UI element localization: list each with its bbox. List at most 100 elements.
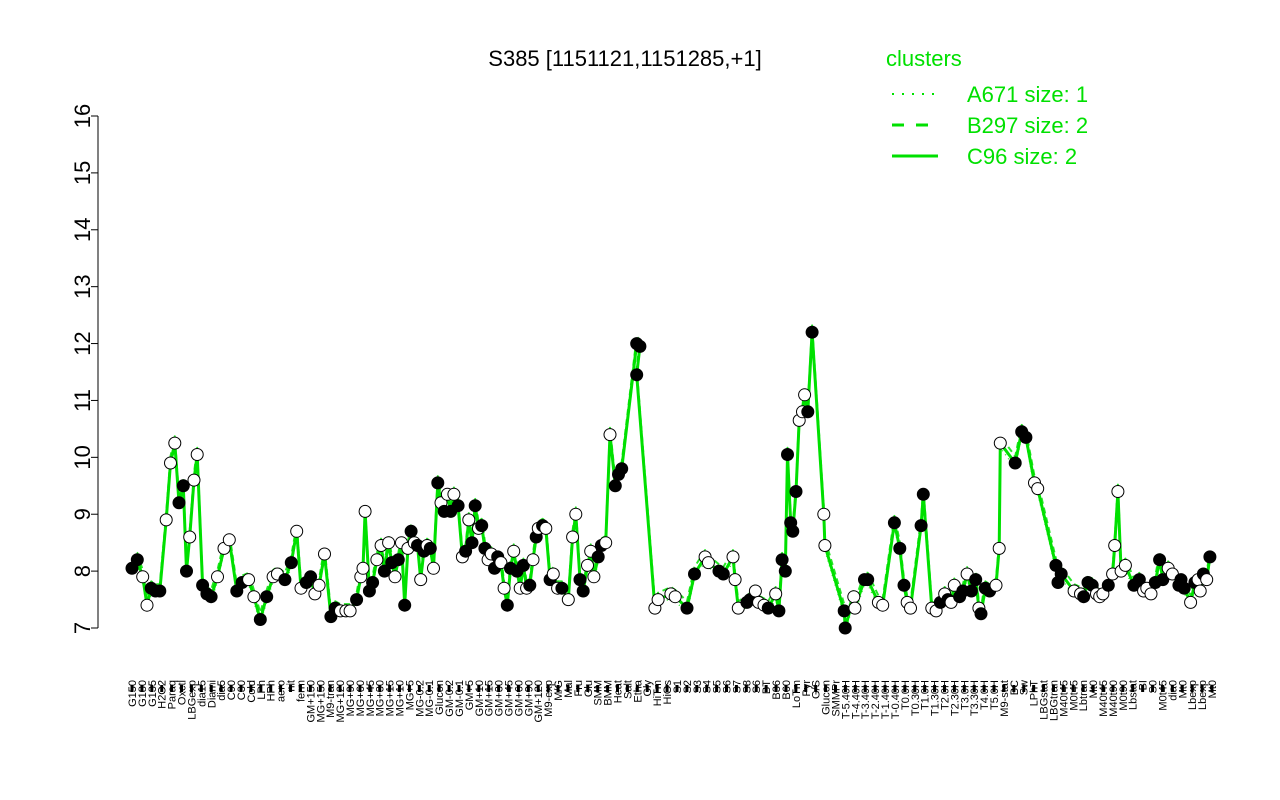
x-tick-mark — [1042, 685, 1046, 692]
x-tick-label: GM+90 — [523, 680, 535, 716]
data-point — [1054, 567, 1068, 581]
data-point — [278, 573, 292, 587]
x-axis: G150G180G135H2O2ParaqOxctlLBGexpdia15Dia… — [127, 679, 1219, 722]
data-point — [993, 436, 1007, 450]
data-point — [798, 388, 812, 402]
x-tick-label: S6 — [721, 680, 733, 693]
data-point — [465, 536, 479, 550]
x-tick-label: GM+60 — [513, 680, 525, 716]
data-point — [769, 587, 783, 601]
x-tick-mark — [1091, 685, 1095, 692]
x-tick-label: LPh — [256, 680, 268, 700]
data-point — [633, 339, 647, 353]
data-point — [897, 578, 911, 592]
legend: clusters A671 size: 1 B297 size: 2 C96 s… — [886, 46, 1088, 169]
data-point — [370, 553, 384, 567]
data-point — [539, 521, 553, 535]
x-tick-label: S2 — [682, 680, 694, 693]
x-tick-mark — [764, 685, 768, 692]
data-point — [260, 590, 274, 604]
x-tick-mark — [180, 685, 184, 692]
x-tick-mark — [189, 685, 193, 692]
data-point — [343, 604, 357, 618]
data-point — [136, 570, 150, 584]
data-point — [180, 564, 193, 578]
data-point — [398, 598, 412, 612]
x-tick-label: T2.0H — [939, 680, 951, 710]
x-tick-mark — [705, 685, 709, 692]
x-tick-label: Mt0 — [1177, 680, 1189, 698]
data-point — [431, 476, 445, 490]
x-tick-mark — [1061, 685, 1065, 692]
data-point — [391, 553, 405, 567]
x-tick-label: Lbstat — [1128, 680, 1140, 710]
x-tick-mark — [804, 685, 808, 692]
data-point — [153, 584, 167, 598]
x-tick-label: Etha — [632, 679, 644, 703]
x-tick-label: M40t45 — [1098, 680, 1110, 717]
x-tick-mark — [1012, 685, 1016, 692]
y-tick-label: 16 — [70, 104, 95, 128]
x-tick-mark — [407, 685, 411, 692]
x-tick-label: M9-stat — [999, 680, 1011, 717]
x-tick-mark — [774, 685, 778, 692]
x-tick-label: GM-0.1 — [454, 680, 466, 717]
x-tick-label: GM+5 — [464, 680, 476, 710]
data-point — [992, 541, 1006, 555]
x-tick-label: LBGstat — [1039, 680, 1051, 720]
data-point — [130, 553, 144, 567]
x-tick-label: S6 — [751, 680, 763, 693]
data-point — [183, 530, 197, 544]
x-tick-mark — [754, 685, 758, 692]
x-tick-mark — [516, 685, 520, 692]
x-tick-mark — [933, 685, 937, 692]
data-point — [887, 516, 901, 530]
x-tick-mark — [853, 685, 857, 692]
data-point — [555, 581, 569, 595]
x-tick-label: M0t45 — [1068, 680, 1080, 711]
data-point — [581, 558, 594, 572]
x-tick-label: GM+30 — [494, 680, 506, 716]
x-tick-mark — [715, 685, 719, 692]
x-tick-label: B60 — [781, 680, 793, 700]
x-tick-label: LBGexp — [186, 680, 198, 720]
y-tick-label: 9 — [70, 508, 95, 520]
data-point — [414, 573, 428, 587]
data-point — [356, 561, 370, 575]
x-tick-label: MG+10 — [395, 680, 407, 716]
x-tick-label: Glucon — [434, 680, 446, 715]
data-point — [651, 593, 665, 607]
x-tick-mark — [1180, 685, 1184, 692]
data-point — [1200, 573, 1214, 587]
x-tick-mark — [150, 685, 154, 692]
data-point — [1132, 573, 1146, 587]
data-point — [1177, 581, 1191, 595]
data-point — [468, 499, 482, 513]
data-point — [615, 462, 629, 476]
x-tick-label: Mt0 — [1207, 680, 1219, 698]
x-tick-mark — [467, 685, 471, 692]
x-tick-mark — [289, 685, 293, 692]
data-point — [404, 524, 418, 538]
x-tick-mark — [843, 685, 847, 692]
x-tick-mark — [219, 685, 223, 692]
x-tick-mark — [873, 685, 877, 692]
x-tick-mark — [883, 685, 887, 692]
data-point — [526, 553, 540, 567]
data-point — [848, 601, 862, 615]
data-point — [573, 573, 587, 587]
x-tick-label: G180 — [137, 680, 149, 707]
x-tick-label: Gly — [642, 680, 654, 697]
x-tick-mark — [625, 685, 629, 692]
x-tick-mark — [1131, 685, 1135, 692]
data-point — [599, 536, 613, 550]
data-point — [500, 598, 514, 612]
x-tick-mark — [140, 685, 144, 692]
x-tick-label: G/S — [811, 680, 823, 699]
x-tick-label: GM-0.2 — [444, 680, 456, 717]
x-tick-label: GM+10 — [474, 680, 486, 716]
x-tick-mark — [199, 685, 203, 692]
x-tick-mark — [1190, 685, 1194, 692]
data-point — [876, 598, 890, 612]
